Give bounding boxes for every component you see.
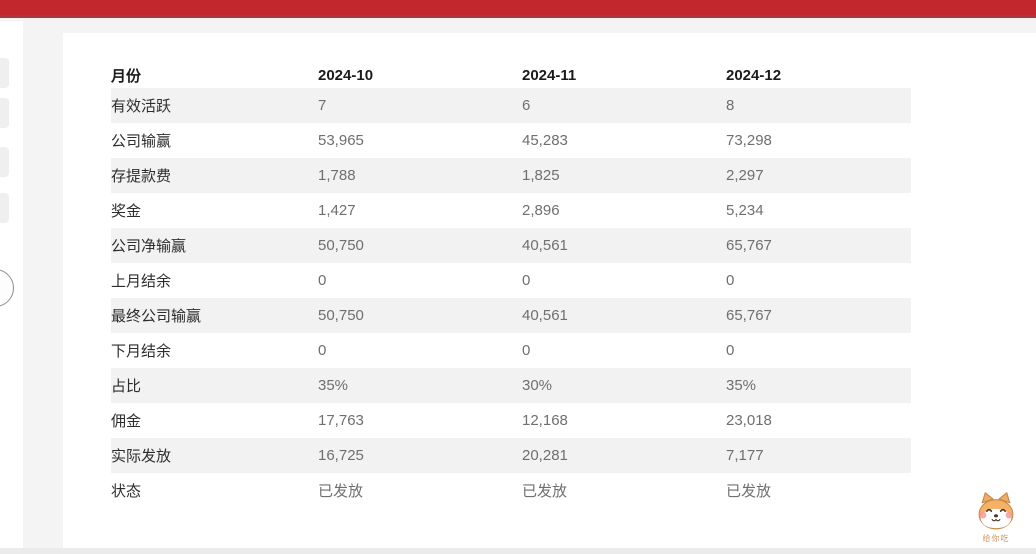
column-header-2024-11: 2024-11 xyxy=(522,66,577,84)
monthly-report-table: 月份 2024-10 2024-11 2024-12 有效活跃 7 6 8 公司… xyxy=(111,62,911,508)
cell-value: 0 xyxy=(522,272,531,289)
row-label: 上月结余 xyxy=(111,273,172,290)
sidebar-item[interactable] xyxy=(0,193,9,223)
table-row: 最终公司输赢 50,750 40,561 65,767 xyxy=(111,298,911,333)
sidebar-item[interactable] xyxy=(0,147,9,177)
column-header-month: 月份 xyxy=(111,67,142,85)
row-label: 公司输赢 xyxy=(111,133,172,150)
mascot-caption: 给你吃 xyxy=(982,534,1010,543)
cell-value: 50,750 xyxy=(318,237,364,254)
cell-value: 2,896 xyxy=(522,202,560,219)
row-label: 占比 xyxy=(111,378,142,395)
cell-value: 40,561 xyxy=(522,237,568,254)
cell-value: 65,767 xyxy=(726,237,772,254)
row-label: 奖金 xyxy=(111,203,142,220)
cell-value: 0 xyxy=(726,272,735,289)
table-row: 存提款费 1,788 1,825 2,297 xyxy=(111,158,911,193)
row-label: 公司净输赢 xyxy=(111,238,187,255)
cell-value: 73,298 xyxy=(726,132,772,149)
cell-value: 50,750 xyxy=(318,307,364,324)
cell-value: 65,767 xyxy=(726,307,772,324)
top-red-bar xyxy=(0,0,1036,18)
cell-value: 30% xyxy=(522,377,553,394)
table-row: 上月结余 0 0 0 xyxy=(111,263,911,298)
cell-value: 7 xyxy=(318,97,327,114)
table-row: 奖金 1,427 2,896 5,234 xyxy=(111,193,911,228)
cell-value: 23,018 xyxy=(726,412,772,429)
row-label: 佣金 xyxy=(111,413,142,430)
cell-value: 16,725 xyxy=(318,447,364,464)
column-header-2024-10: 2024-10 xyxy=(318,66,374,84)
table-row: 实际发放 16,725 20,281 7,177 xyxy=(111,438,911,473)
cell-value: 35% xyxy=(318,377,349,394)
cell-value: 53,965 xyxy=(318,132,364,149)
cell-value: 20,281 xyxy=(522,447,568,464)
row-label: 存提款费 xyxy=(111,168,172,185)
cell-value: 5,234 xyxy=(726,202,764,219)
cell-value: 17,763 xyxy=(318,412,364,429)
cell-value: 已发放 xyxy=(318,483,364,500)
sidebar-toggle-button[interactable] xyxy=(0,269,14,307)
table-row: 公司输赢 53,965 45,283 73,298 xyxy=(111,123,911,158)
table-row: 佣金 17,763 12,168 23,018 xyxy=(111,403,911,438)
cell-value: 已发放 xyxy=(726,483,772,500)
cell-value: 1,788 xyxy=(318,167,356,184)
collapsed-sidebar xyxy=(0,21,23,554)
cell-value: 0 xyxy=(318,272,327,289)
cell-value: 35% xyxy=(726,377,757,394)
table-row: 占比 35% 30% 35% xyxy=(111,368,911,403)
cell-value: 40,561 xyxy=(522,307,568,324)
row-label: 下月结余 xyxy=(111,343,172,360)
column-header-2024-12: 2024-12 xyxy=(726,66,782,84)
table-row: 有效活跃 7 6 8 xyxy=(111,88,911,123)
table-row: 下月结余 0 0 0 xyxy=(111,333,911,368)
cell-value: 1,427 xyxy=(318,202,356,219)
cell-value: 12,168 xyxy=(522,412,568,429)
sidebar-item[interactable] xyxy=(0,58,9,88)
report-card: 月份 2024-10 2024-11 2024-12 有效活跃 7 6 8 公司… xyxy=(63,33,1036,548)
cell-value: 已发放 xyxy=(522,483,568,500)
row-label: 状态 xyxy=(111,483,142,500)
table-header-row: 月份 2024-10 2024-11 2024-12 xyxy=(111,62,911,88)
cell-value: 2,297 xyxy=(726,167,764,184)
cell-value: 8 xyxy=(726,97,735,114)
cell-value: 1,825 xyxy=(522,167,560,184)
cell-value: 6 xyxy=(522,97,531,114)
table-row: 状态 已发放 已发放 已发放 xyxy=(111,473,911,508)
table-row: 公司净输赢 50,750 40,561 65,767 xyxy=(111,228,911,263)
page-bottom-strip xyxy=(0,548,1036,554)
cell-value: 7,177 xyxy=(726,447,764,464)
row-label: 实际发放 xyxy=(111,448,172,465)
row-label: 最终公司输赢 xyxy=(111,308,202,325)
cell-value: 45,283 xyxy=(522,132,568,149)
cell-value: 0 xyxy=(726,342,735,359)
cell-value: 0 xyxy=(522,342,531,359)
sidebar-item[interactable] xyxy=(0,98,9,128)
shiba-mascot-widget[interactable]: 给你吃 xyxy=(972,490,1020,544)
shiba-dog-icon xyxy=(972,490,1020,534)
row-label: 有效活跃 xyxy=(111,98,172,115)
cell-value: 0 xyxy=(318,342,327,359)
